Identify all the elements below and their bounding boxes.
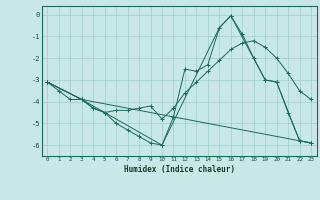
X-axis label: Humidex (Indice chaleur): Humidex (Indice chaleur)	[124, 165, 235, 174]
